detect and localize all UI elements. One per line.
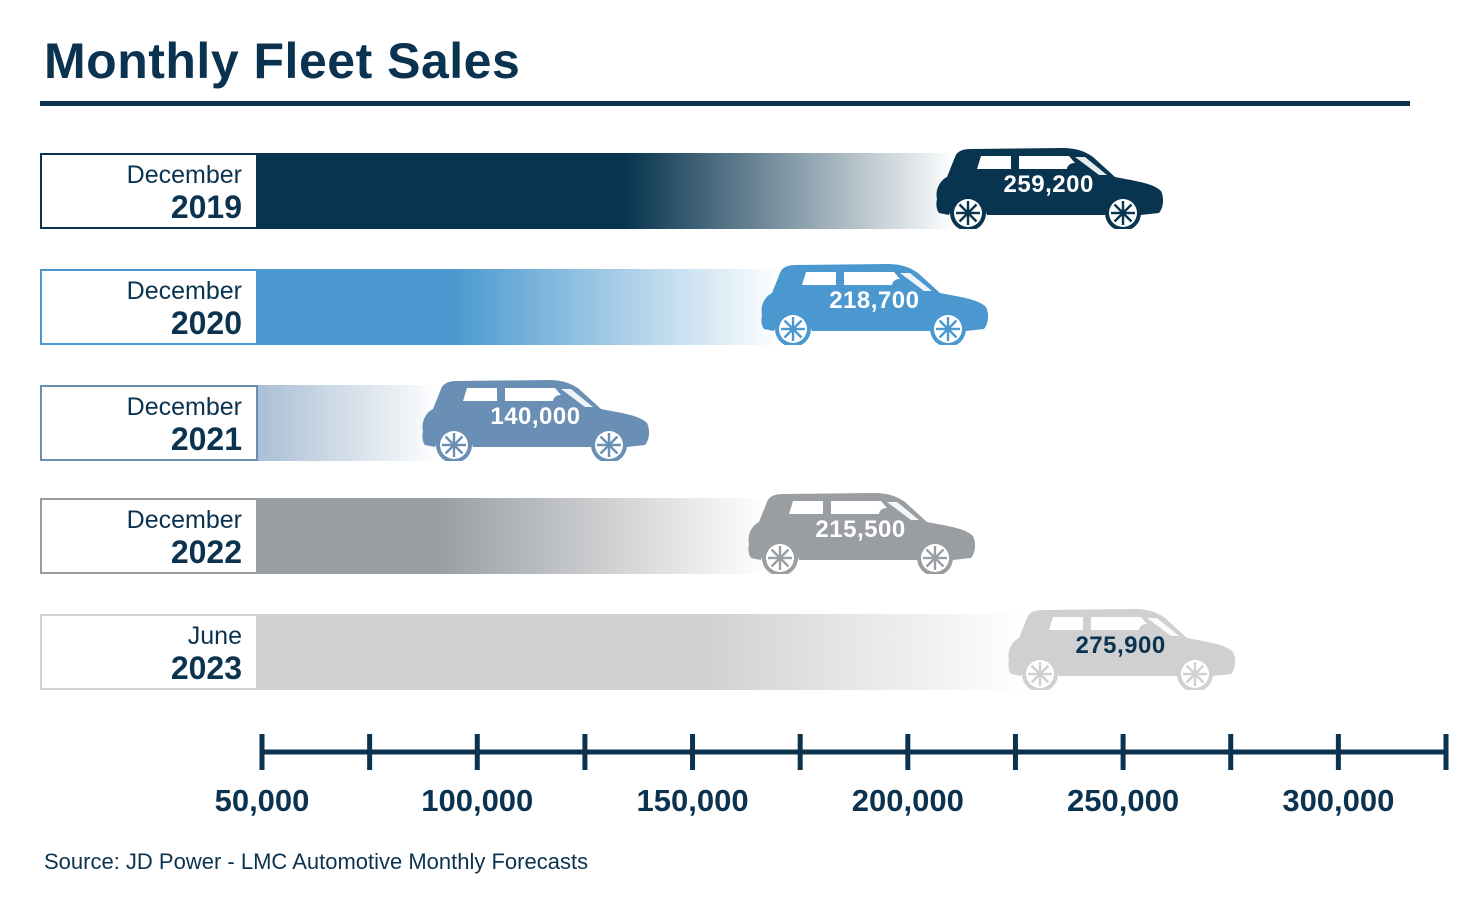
- chart-title: Monthly Fleet Sales: [44, 33, 521, 89]
- x-tick-label: 50,000: [214, 783, 310, 818]
- x-tick-label: 250,000: [1067, 783, 1180, 818]
- car-icon: 140,000: [421, 379, 650, 463]
- bar-row-2019: December 2019 259,200: [40, 148, 1163, 231]
- category-month: December: [126, 506, 242, 534]
- car-icon: 259,200: [935, 147, 1163, 231]
- category-month: June: [187, 622, 242, 650]
- category-label: December 2021: [40, 385, 258, 461]
- category-month: December: [126, 393, 242, 421]
- category-year: 2023: [170, 650, 242, 686]
- category-label: June 2023: [40, 614, 258, 690]
- bar-row-2022: December 2022 215,500: [40, 493, 975, 576]
- car-icon: 218,700: [760, 263, 989, 347]
- value-label: 215,500: [815, 516, 906, 543]
- bar-row-2023: June 2023 275,900: [40, 609, 1235, 692]
- x-tick-label: 300,000: [1282, 783, 1395, 818]
- category-label: December 2019: [40, 153, 258, 229]
- category-month: December: [126, 277, 242, 305]
- category-year: 2021: [170, 421, 242, 457]
- x-tick-label: 150,000: [636, 783, 749, 818]
- x-tick-label: 100,000: [421, 783, 534, 818]
- value-label: 275,900: [1075, 632, 1166, 659]
- value-label: 259,200: [1003, 171, 1094, 198]
- bar-row-2021: December 2021 140,000: [40, 380, 650, 463]
- source-note: Source: JD Power - LMC Automotive Monthl…: [44, 849, 589, 874]
- bar-row-2020: December 2020 218,700: [40, 264, 989, 347]
- value-label: 140,000: [490, 403, 581, 430]
- title-divider: [40, 101, 1410, 106]
- car-icon: 275,900: [1007, 608, 1235, 692]
- category-year: 2020: [170, 305, 242, 341]
- category-year: 2022: [170, 534, 242, 570]
- category-year: 2019: [170, 189, 242, 225]
- category-label: December 2020: [40, 269, 258, 345]
- category-month: December: [126, 161, 242, 189]
- car-icon: 215,500: [747, 492, 975, 576]
- category-label: December 2022: [40, 498, 258, 574]
- x-tick-label: 200,000: [851, 783, 964, 818]
- value-label: 218,700: [829, 287, 920, 314]
